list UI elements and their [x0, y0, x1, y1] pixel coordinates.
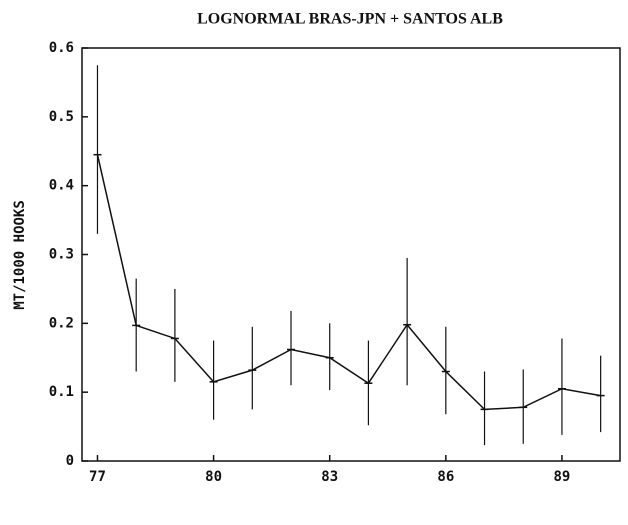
- y-tick-label: 0: [66, 453, 74, 469]
- x-tick-label: 80: [205, 469, 222, 485]
- y-tick-label: 0.4: [49, 178, 74, 194]
- y-tick-label: 0.6: [49, 40, 74, 56]
- x-tick-label: 86: [437, 469, 454, 485]
- x-tick-label: 89: [554, 469, 571, 485]
- x-tick-label: 77: [89, 469, 106, 485]
- y-tick-label: 0.2: [49, 315, 74, 331]
- x-tick-label: 83: [321, 469, 338, 485]
- data-line: [96, 154, 601, 411]
- y-tick-label: 0.5: [49, 109, 74, 125]
- y-axis-label: MT/1000 HOOKS: [12, 200, 28, 310]
- y-tick-label: 0.3: [49, 247, 74, 263]
- y-tick-label: 0.1: [49, 384, 74, 400]
- chart-title: LOGNORMAL BRAS-JPN + SANTOS ALB: [197, 11, 503, 28]
